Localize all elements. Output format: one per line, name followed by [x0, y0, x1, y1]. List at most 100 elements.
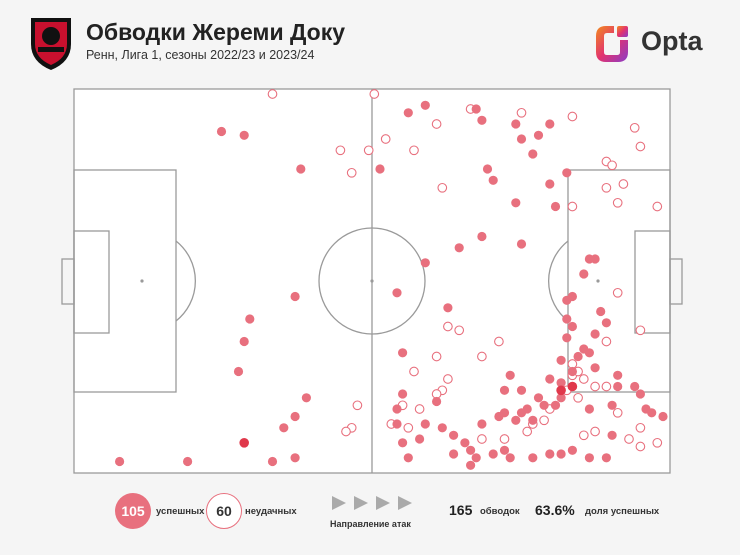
failed-dribble-point — [590, 381, 600, 392]
direction-label: Направление атак — [330, 519, 411, 529]
failed-dribble-point — [652, 201, 663, 212]
successful-dribble-point — [392, 288, 402, 298]
failed-dribble-point — [635, 441, 646, 452]
left-goal — [61, 258, 75, 305]
successful-dribble-point — [432, 396, 442, 407]
successful-label: успешных — [156, 506, 205, 517]
successful-dribble-point — [443, 303, 453, 313]
successful-dribble-point — [267, 456, 278, 467]
successful-dribble-point — [658, 411, 668, 422]
successful-dribble-point — [533, 393, 544, 403]
successful-dribble-point — [392, 404, 402, 414]
successful-dribble-point — [573, 351, 583, 362]
center-circle — [318, 227, 426, 335]
failed-dribble-point — [652, 437, 663, 448]
successful-dribble-point — [403, 108, 413, 118]
successful-dribble-point — [398, 389, 408, 399]
failed-count: 60 — [206, 493, 242, 529]
highlighted-dribble-point — [556, 385, 566, 396]
successful-dribble-point — [471, 104, 481, 114]
failed-dribble-point — [522, 426, 533, 437]
successful-dribble-point — [420, 100, 430, 110]
successful-dribble-point — [522, 404, 532, 414]
successful-dribble-point — [545, 449, 555, 459]
page-title: Обводки Жереми Доку — [86, 19, 345, 45]
failed-dribble-point — [494, 336, 504, 347]
successful-dribble-point — [511, 198, 521, 208]
successful-dribble-point — [449, 430, 459, 440]
failed-dribble-point — [409, 145, 419, 156]
failed-dribble-point — [369, 89, 380, 99]
club-badge-icon — [31, 18, 71, 70]
successful-dribble-point — [482, 164, 493, 174]
failed-dribble-point — [635, 325, 646, 336]
successful-dribble-point — [454, 243, 464, 253]
successful-dribble-point — [398, 438, 408, 448]
failed-dribble-point — [578, 374, 589, 384]
highlighted-dribble-point — [239, 438, 249, 448]
successful-dribble-point — [403, 453, 413, 463]
successful-dribble-point — [607, 400, 617, 410]
successful-dribble-point — [499, 445, 510, 455]
failed-dribble-point — [431, 351, 442, 362]
successful-dribble-point — [596, 306, 606, 317]
successful-dribble-point — [567, 366, 578, 377]
successful-dribble-point — [115, 456, 125, 467]
successful-dribble-point — [601, 318, 612, 328]
page-subtitle: Ренн, Лига 1, сезоны 2022/23 и 2023/24 — [86, 48, 315, 62]
successful-dribble-point — [466, 445, 476, 455]
failed-dribble-point — [414, 404, 425, 414]
right-goal — [669, 258, 683, 305]
successful-dribble-point — [375, 164, 385, 174]
total-count: 165 — [449, 502, 473, 518]
successful-dribble-point — [516, 239, 527, 249]
successful-dribble-point — [499, 385, 510, 395]
successful-dribble-point — [630, 381, 640, 392]
failed-dribble-point — [618, 179, 629, 189]
failed-dribble-point — [539, 415, 549, 426]
success-rate-label: доля успешных — [585, 506, 660, 517]
successful-dribble-point — [613, 381, 623, 392]
center-spot — [370, 279, 374, 283]
successful-dribble-point — [590, 363, 600, 373]
successful-dribble-point — [420, 258, 430, 268]
failed-dribble-point — [267, 89, 278, 99]
successful-dribble-point — [516, 134, 527, 144]
successful-dribble-point — [290, 291, 300, 302]
successful-dribble-point — [607, 430, 617, 440]
failed-dribble-point — [516, 107, 527, 118]
successful-dribble-point — [550, 400, 561, 410]
left-penalty-spot — [140, 279, 144, 283]
failed-dribble-point — [612, 407, 623, 418]
right-penalty-arc — [547, 240, 569, 322]
failed-dribble-point — [612, 197, 623, 208]
successful-dribble-point — [477, 419, 487, 429]
failed-dribble-point — [573, 392, 583, 403]
successful-dribble-point — [528, 415, 538, 425]
successful-dribble-point — [550, 201, 561, 212]
successful-dribble-point — [613, 370, 623, 380]
successful-dribble-point — [499, 408, 510, 418]
failed-dribble-point — [567, 201, 578, 212]
successful-dribble-point — [477, 115, 487, 125]
successful-dribble-point — [466, 460, 476, 470]
successful-dribble-point — [449, 449, 459, 459]
successful-dribble-point — [488, 449, 498, 459]
successful-dribble-point — [584, 453, 595, 463]
failed-dribble-point — [431, 119, 442, 129]
successful-dribble-point — [562, 168, 572, 178]
failed-dribble-point — [341, 426, 351, 437]
successful-dribble-point — [296, 164, 306, 174]
successful-dribble-point — [528, 149, 538, 159]
successful-dribble-point — [556, 393, 566, 403]
left-penalty-arc — [175, 240, 197, 322]
successful-dribble-point — [290, 453, 300, 463]
successful-dribble-point — [579, 344, 589, 354]
failed-dribble-point — [443, 321, 453, 332]
successful-dribble-point — [545, 119, 555, 129]
failed-dribble-point — [403, 422, 414, 433]
failed-dribble-point — [601, 381, 612, 392]
failed-dribble-point — [635, 422, 646, 433]
successful-dribble-point — [290, 411, 300, 422]
failed-dribble-point — [624, 434, 634, 444]
